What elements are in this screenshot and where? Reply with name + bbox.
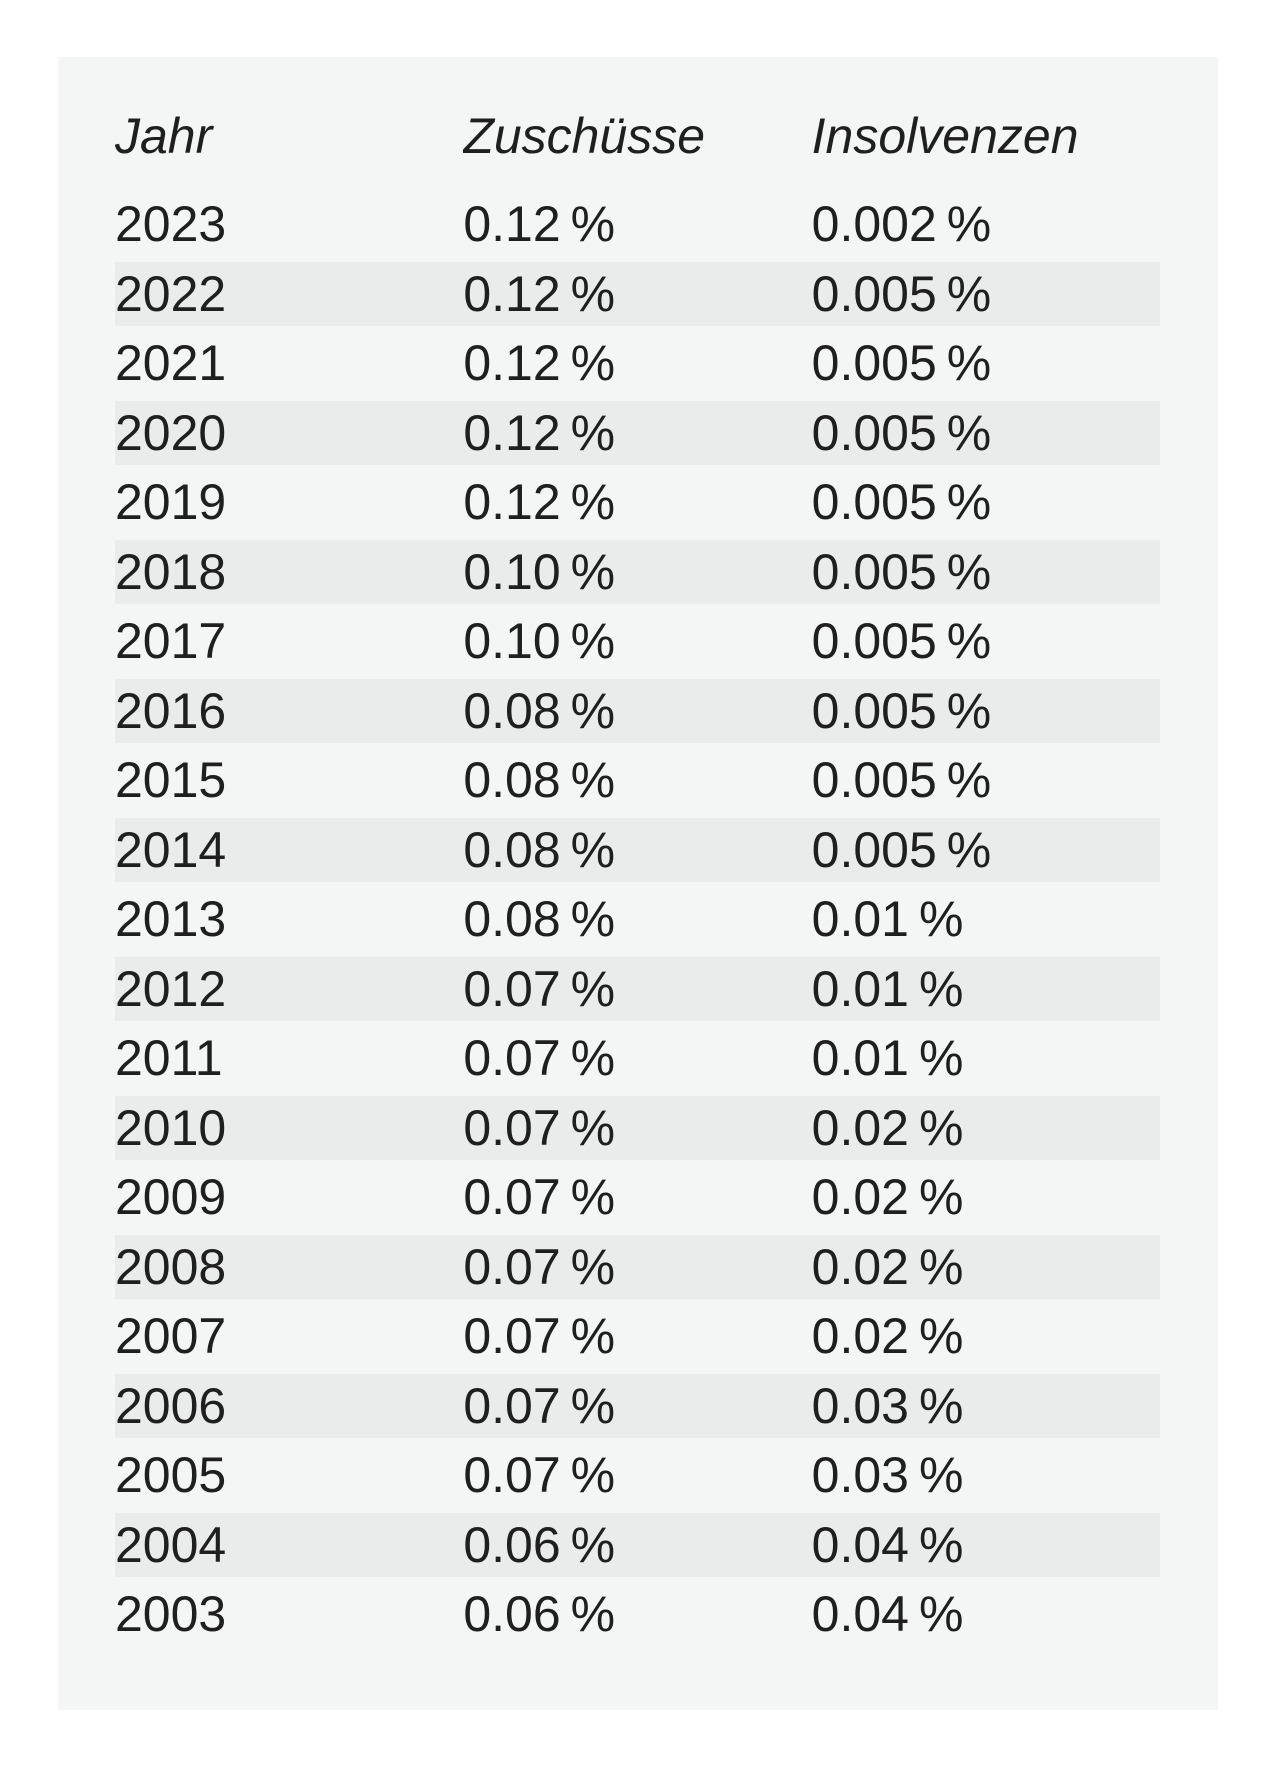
zuschuesse-cell: 0.08 % bbox=[463, 752, 616, 808]
table-row: 2014 0.08 % 0.005 % bbox=[115, 817, 1160, 882]
insolvenzen-cell: 0.04 % bbox=[811, 1516, 964, 1573]
column-header-insolvenzen: Insolvenzen bbox=[811, 108, 1079, 164]
year-cell: 2022 bbox=[115, 265, 227, 322]
insolvenzen-cell: 0.005 % bbox=[811, 335, 992, 391]
year-cell: 2013 bbox=[115, 891, 227, 947]
zuschuesse-cell: 0.10 % bbox=[463, 613, 616, 669]
zuschuesse-cell: 0.07 % bbox=[463, 1030, 616, 1086]
insolvenzen-cell: 0.03 % bbox=[811, 1377, 964, 1434]
year-cell: 2020 bbox=[115, 404, 227, 461]
table-row: 2015 0.08 % 0.005 % bbox=[115, 748, 1160, 812]
year-cell: 2017 bbox=[115, 613, 227, 669]
year-cell: 2016 bbox=[115, 682, 227, 739]
insolvenzen-cell: 0.01 % bbox=[811, 1030, 964, 1086]
zuschuesse-cell: 0.12 % bbox=[463, 335, 616, 391]
zuschuesse-cell: 0.07 % bbox=[463, 1377, 616, 1434]
year-cell: 2015 bbox=[115, 752, 227, 808]
year-cell: 2010 bbox=[115, 1099, 227, 1156]
zuschuesse-cell: 0.07 % bbox=[463, 1447, 616, 1503]
year-cell: 2021 bbox=[115, 335, 227, 391]
insolvenzen-cell: 0.01 % bbox=[811, 960, 964, 1017]
table-row: 2009 0.07 % 0.02 % bbox=[115, 1165, 1160, 1229]
zuschuesse-cell: 0.12 % bbox=[463, 474, 616, 530]
zuschuesse-cell: 0.06 % bbox=[463, 1586, 616, 1642]
year-cell: 2009 bbox=[115, 1169, 227, 1225]
zuschuesse-cell: 0.12 % bbox=[463, 404, 616, 461]
insolvenzen-cell: 0.005 % bbox=[811, 474, 992, 530]
year-cell: 2018 bbox=[115, 543, 227, 600]
insolvenzen-cell: 0.02 % bbox=[811, 1238, 964, 1295]
table-header-row: Jahr Zuschüsse Insolvenzen bbox=[115, 104, 1160, 168]
insolvenzen-cell: 0.005 % bbox=[811, 543, 992, 600]
column-header-zuschuesse: Zuschüsse bbox=[463, 108, 706, 164]
table-row: 2012 0.07 % 0.01 % bbox=[115, 956, 1160, 1021]
year-cell: 2023 bbox=[115, 196, 227, 252]
rates-table-card: Jahr Zuschüsse Insolvenzen 2023 0.12 % 0… bbox=[58, 57, 1218, 1710]
zuschuesse-cell: 0.07 % bbox=[463, 1308, 616, 1364]
year-cell: 2003 bbox=[115, 1586, 227, 1642]
column-header-jahr: Jahr bbox=[115, 108, 213, 164]
year-cell: 2012 bbox=[115, 960, 227, 1017]
year-cell: 2006 bbox=[115, 1377, 227, 1434]
insolvenzen-cell: 0.02 % bbox=[811, 1169, 964, 1225]
year-cell: 2004 bbox=[115, 1516, 227, 1573]
insolvenzen-cell: 0.002 % bbox=[811, 196, 992, 252]
table-row: 2011 0.07 % 0.01 % bbox=[115, 1026, 1160, 1090]
zuschuesse-cell: 0.07 % bbox=[463, 960, 616, 1017]
table-row: 2008 0.07 % 0.02 % bbox=[115, 1234, 1160, 1299]
zuschuesse-cell: 0.07 % bbox=[463, 1238, 616, 1295]
table-row: 2018 0.10 % 0.005 % bbox=[115, 539, 1160, 604]
year-cell: 2005 bbox=[115, 1447, 227, 1503]
insolvenzen-cell: 0.005 % bbox=[811, 682, 992, 739]
table-row: 2017 0.10 % 0.005 % bbox=[115, 609, 1160, 673]
zuschuesse-cell: 0.07 % bbox=[463, 1169, 616, 1225]
insolvenzen-cell: 0.01 % bbox=[811, 891, 964, 947]
table-row: 2016 0.08 % 0.005 % bbox=[115, 678, 1160, 743]
insolvenzen-cell: 0.005 % bbox=[811, 821, 992, 878]
year-cell: 2019 bbox=[115, 474, 227, 530]
table-row: 2023 0.12 % 0.002 % bbox=[115, 192, 1160, 256]
table-row: 2021 0.12 % 0.005 % bbox=[115, 331, 1160, 395]
insolvenzen-cell: 0.04 % bbox=[811, 1586, 964, 1642]
table-body: 2023 0.12 % 0.002 % 2022 0.12 % 0.005 % … bbox=[115, 192, 1160, 1646]
year-cell: 2014 bbox=[115, 821, 227, 878]
insolvenzen-cell: 0.02 % bbox=[811, 1308, 964, 1364]
zuschuesse-cell: 0.12 % bbox=[463, 196, 616, 252]
table-row: 2003 0.06 % 0.04 % bbox=[115, 1582, 1160, 1646]
year-cell: 2007 bbox=[115, 1308, 227, 1364]
zuschuesse-cell: 0.08 % bbox=[463, 682, 616, 739]
table-row: 2004 0.06 % 0.04 % bbox=[115, 1512, 1160, 1577]
insolvenzen-cell: 0.005 % bbox=[811, 613, 992, 669]
zuschuesse-cell: 0.07 % bbox=[463, 1099, 616, 1156]
table-row: 2019 0.12 % 0.005 % bbox=[115, 470, 1160, 534]
year-cell: 2008 bbox=[115, 1238, 227, 1295]
table-row: 2006 0.07 % 0.03 % bbox=[115, 1373, 1160, 1438]
insolvenzen-cell: 0.02 % bbox=[811, 1099, 964, 1156]
insolvenzen-cell: 0.005 % bbox=[811, 404, 992, 461]
insolvenzen-cell: 0.005 % bbox=[811, 265, 992, 322]
zuschuesse-cell: 0.08 % bbox=[463, 891, 616, 947]
table-row: 2022 0.12 % 0.005 % bbox=[115, 261, 1160, 326]
year-cell: 2011 bbox=[115, 1030, 223, 1086]
table-row: 2007 0.07 % 0.02 % bbox=[115, 1304, 1160, 1368]
zuschuesse-cell: 0.12 % bbox=[463, 265, 616, 322]
table-row: 2010 0.07 % 0.02 % bbox=[115, 1095, 1160, 1160]
table-row: 2020 0.12 % 0.005 % bbox=[115, 400, 1160, 465]
table-row: 2013 0.08 % 0.01 % bbox=[115, 887, 1160, 951]
table-row: 2005 0.07 % 0.03 % bbox=[115, 1443, 1160, 1507]
zuschuesse-cell: 0.10 % bbox=[463, 543, 616, 600]
insolvenzen-cell: 0.03 % bbox=[811, 1447, 964, 1503]
zuschuesse-cell: 0.08 % bbox=[463, 821, 616, 878]
insolvenzen-cell: 0.005 % bbox=[811, 752, 992, 808]
zuschuesse-cell: 0.06 % bbox=[463, 1516, 616, 1573]
